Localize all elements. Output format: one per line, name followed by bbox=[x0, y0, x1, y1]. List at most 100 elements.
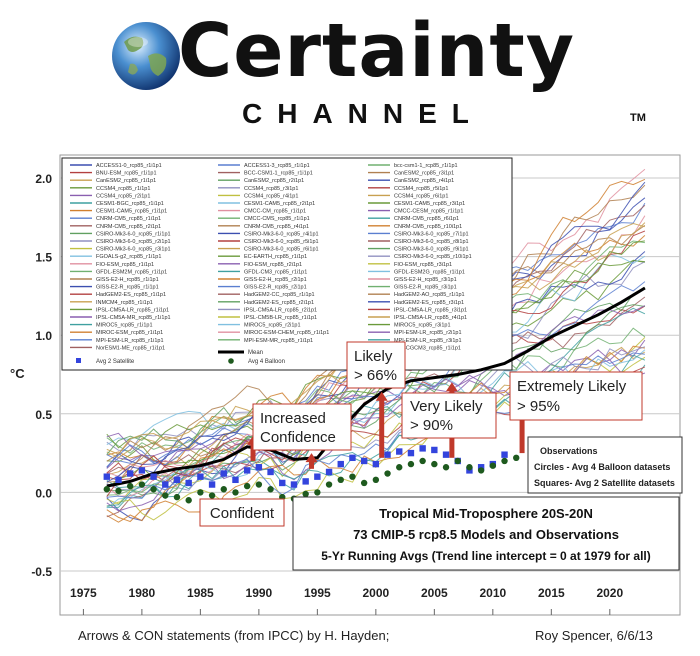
legend-entry: ACCESS1-0_rcp85_r1i1p1 bbox=[96, 163, 162, 169]
x-tick-label: 2015 bbox=[538, 586, 565, 600]
balloon-point bbox=[115, 487, 122, 495]
satellite-point bbox=[501, 451, 508, 458]
brand-trademark: TM bbox=[630, 112, 646, 124]
y-axis-ticks: -0.5 0.0 0.5 1.0 1.5 2.0 bbox=[31, 172, 52, 579]
legend-entry: MIROC5_rcp85_r1i1p1 bbox=[96, 323, 153, 329]
legend-entry: CNRM-CM5_rcp85_r10i1p1 bbox=[394, 224, 462, 230]
balloon-point bbox=[360, 479, 368, 487]
satellite-point bbox=[407, 449, 415, 457]
balloon-point bbox=[489, 462, 497, 469]
mean-line bbox=[106, 286, 646, 488]
satellite-point bbox=[138, 467, 146, 474]
legend-entry: CSIRO-Mk3-6-0_rcp85_r6i1p1 bbox=[244, 247, 319, 253]
annotation-increased-confidence: Increased Confidence bbox=[252, 403, 352, 451]
legend-entry: CMCC-CMS_rcp85_r1i1p1 bbox=[244, 216, 310, 222]
legend-entry: MIROC5_rcp85_r3i1p1 bbox=[394, 323, 451, 329]
arrow-shaft bbox=[250, 443, 256, 461]
satellite-point bbox=[115, 476, 122, 484]
legend-entry: CESM1-CAM5_rcp85_r2i1p1 bbox=[244, 201, 315, 207]
x-tick-label: 2020 bbox=[596, 586, 623, 600]
legend-entry: CanESM2_rcp85_r1i1p1 bbox=[96, 178, 156, 184]
legend-entry: HadGEM2-ES_rcp85_r3i1p1 bbox=[394, 300, 464, 306]
observations-box: Observations Circles - Avg 4 Balloon dat… bbox=[527, 436, 683, 494]
legend-entry: CNRM-CM5_rcp85_r2i1p1 bbox=[96, 224, 161, 230]
legend-entry: CCSM4_rcp85_r1i1p1 bbox=[96, 186, 150, 192]
legend-entry: BNU-ESM_rcp85_r1i1p1 bbox=[96, 171, 157, 177]
legend-entry: MIROC5_rcp85_r2i1p1 bbox=[244, 323, 301, 329]
legend-entry: IPSL-CM5A-LR_rcp85_r2i1p1 bbox=[244, 307, 317, 313]
balloon-point bbox=[325, 481, 333, 488]
annotation-very-likely-line1: Very Likely bbox=[410, 398, 483, 415]
annotation-extremely-likely-line1: Extremely Likely bbox=[517, 378, 627, 395]
satellite-point bbox=[267, 468, 274, 476]
legend-entry: FIO-ESM_rcp85_r3i1p1 bbox=[394, 262, 452, 268]
legend-entry: CSIRO-Mk3-6-0_rcp85_r5i1p1 bbox=[244, 239, 319, 245]
annotation-increased-line2: Confidence bbox=[260, 429, 336, 446]
satellite-point bbox=[255, 464, 263, 471]
balloon-point bbox=[454, 457, 461, 465]
balloon-point bbox=[501, 457, 508, 465]
legend-entry: ACCESS1-3_rcp85_r1i1p1 bbox=[244, 163, 310, 169]
legend-entry: IPSL-CM5A-LR_rcp85_r1i1p1 bbox=[96, 307, 169, 313]
satellite-point bbox=[150, 473, 157, 480]
arrow-shaft bbox=[519, 406, 525, 454]
legend-entry: GFDL-ESM2M_rcp85_r1i1p1 bbox=[96, 269, 167, 275]
satellite-point bbox=[314, 473, 321, 480]
balloon-point bbox=[162, 492, 169, 499]
y-tick-label: 0.5 bbox=[35, 408, 52, 422]
satellite-point bbox=[290, 481, 298, 488]
legend-entry: HadGEM2-AO_rcp85_r1i1p1 bbox=[394, 292, 465, 298]
balloon-point bbox=[243, 482, 251, 490]
legend-entry: NorESM1-ME_rcp85_r1i1p1 bbox=[96, 345, 165, 351]
balloon-point bbox=[185, 497, 192, 504]
satellite-point bbox=[220, 470, 227, 477]
legend-entry: CESM1-CAM5_rcp85_r3i1p1 bbox=[394, 201, 465, 207]
legend-entry: FIO-ESM_rcp85_r1i1p1 bbox=[96, 262, 154, 268]
legend-entry: CSIRO-Mk3-6-0_rcp85_r10i1p1 bbox=[394, 254, 472, 260]
legend-entry: MRI-CGCM3_rcp85_r1i1p1 bbox=[394, 345, 461, 351]
legend-entry: BCC-CSM1-1_rcp85_r1i1p1 bbox=[244, 171, 313, 177]
annotation-likely-line1: Likely bbox=[354, 348, 393, 365]
legend-entry: INMCM4_rcp85_r1i1p1 bbox=[96, 300, 153, 306]
arrow-head bbox=[375, 391, 388, 401]
legend-entry: GISS-E2-H_rcp85_r3i1p1 bbox=[394, 277, 457, 283]
balloon-point bbox=[314, 489, 321, 496]
model-line bbox=[106, 240, 645, 490]
satellite-point bbox=[197, 473, 204, 480]
balloon-point bbox=[419, 457, 426, 465]
annotation-very-likely: Very Likely > 90% bbox=[401, 392, 497, 439]
temperature-chart: -0.5 0.0 0.5 1.0 1.5 2.0 1975 1980 1985 1990 1995… bbox=[10, 154, 683, 616]
legend-entry: MIROC-ESM-CHEM_rcp85_r1i1p1 bbox=[244, 330, 329, 336]
legend-entry: EC-EARTH_rcp85_r1i1p1 bbox=[244, 254, 307, 260]
satellite-point bbox=[173, 476, 181, 484]
annotation-confident-text: Confident bbox=[210, 505, 275, 522]
annotation-likely-line2: > 66% bbox=[354, 367, 397, 384]
balloon-point bbox=[173, 493, 181, 501]
y-tick-label: 1.5 bbox=[35, 251, 52, 265]
legend-entry: GISS-E2-H_rcp85_r1i1p1 bbox=[96, 277, 159, 283]
arrow-shaft bbox=[309, 461, 315, 469]
legend-entry: CMCC-CM_rcp85_r1i1p1 bbox=[244, 209, 306, 215]
chart-title-line3: 5-Yr Running Avgs (Trend line intercept … bbox=[321, 549, 651, 563]
satellite-point bbox=[126, 470, 134, 477]
balloon-point bbox=[197, 489, 204, 496]
balloon-point bbox=[267, 486, 274, 493]
legend-entry: CSIRO-Mk3-6-0_rcp85_r9i1p1 bbox=[394, 247, 469, 253]
legend-entry: bcc-csm1-1_rcp85_r1i1p1 bbox=[394, 163, 458, 169]
x-tick-label: 2005 bbox=[421, 586, 448, 600]
legend-entry: MPI-ESM-MR_rcp85_r1i1p1 bbox=[244, 338, 313, 344]
satellite-point bbox=[162, 481, 169, 488]
y-tick-label: 2.0 bbox=[35, 172, 52, 186]
x-tick-label: 1975 bbox=[70, 586, 97, 600]
annotation-extremely-likely-line2: > 95% bbox=[517, 398, 560, 415]
legend-entry: CCSM4_rcp85_r4i1p1 bbox=[244, 193, 298, 199]
arrow-head bbox=[305, 453, 318, 463]
footer: Arrows & CON statements (from IPCC) by H… bbox=[0, 622, 700, 656]
legend-entry: CSIRO-Mk3-6-0_rcp85_r4i1p1 bbox=[244, 231, 319, 237]
balloon-point bbox=[255, 481, 263, 488]
balloon-point bbox=[442, 464, 450, 471]
balloon-point bbox=[103, 486, 110, 493]
satellite-point bbox=[396, 448, 403, 455]
x-tick-label: 2000 bbox=[362, 586, 389, 600]
globe-logo bbox=[112, 22, 180, 90]
